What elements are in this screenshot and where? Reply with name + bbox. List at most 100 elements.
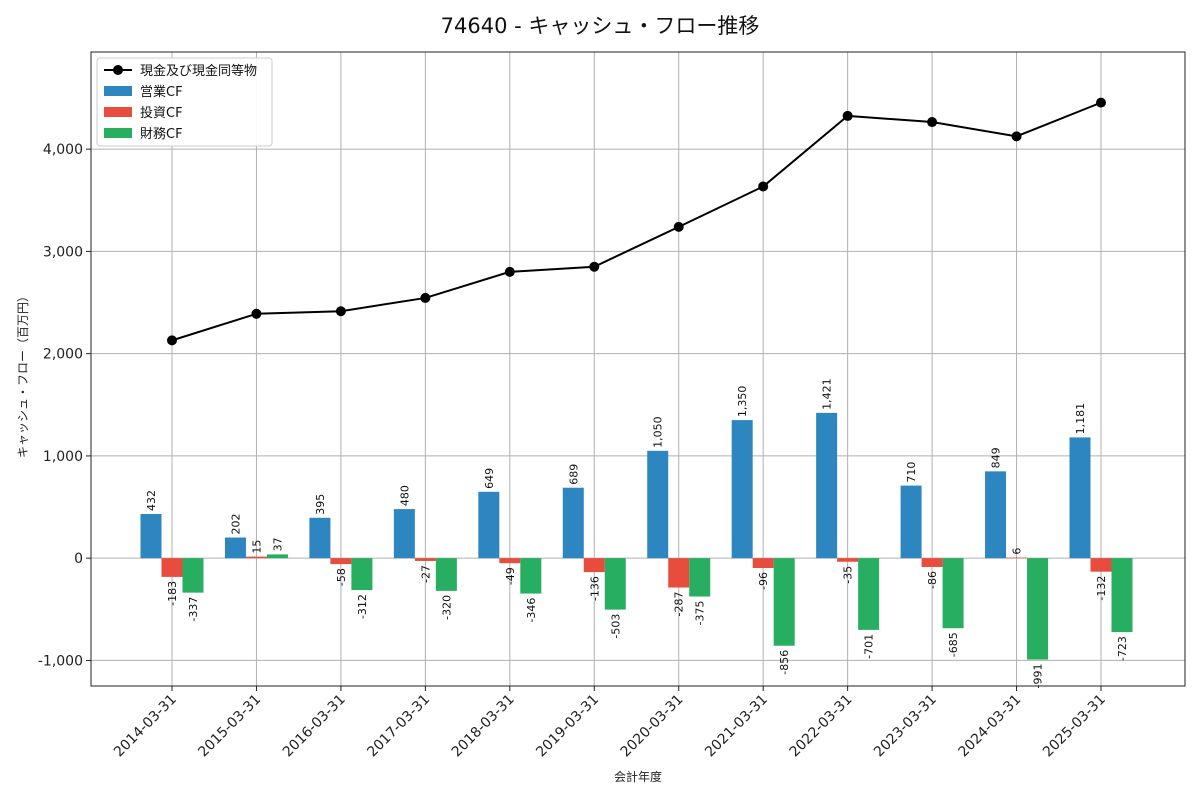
- bar-2: [1111, 558, 1133, 633]
- bars-layer: [140, 412, 1133, 660]
- bar-data-label: -320: [440, 595, 453, 620]
- bar-0: [140, 514, 162, 559]
- cash-point: [1096, 97, 1106, 108]
- bar-2: [266, 554, 288, 559]
- bar-2: [604, 558, 626, 610]
- bar-1: [499, 558, 521, 564]
- bar-2: [351, 558, 373, 591]
- y-tick-label: 4,000: [43, 142, 83, 158]
- bar-data-label: -86: [926, 571, 939, 589]
- bar-1: [245, 556, 267, 559]
- bar-1: [1006, 557, 1028, 559]
- x-tick-label: 2024-03-31: [956, 692, 1025, 761]
- cash-point: [927, 117, 938, 128]
- bar-1: [837, 558, 859, 562]
- cash-point: [335, 306, 346, 317]
- x-tick-label: 2025-03-31: [1040, 692, 1109, 761]
- line-layer: [167, 97, 1106, 346]
- bar-data-label: -346: [525, 598, 538, 623]
- bar-data-label: 432: [145, 490, 158, 511]
- x-tick-label: 2015-03-31: [195, 692, 264, 761]
- x-tick-label: 2016-03-31: [280, 692, 349, 761]
- bar-data-label: 849: [990, 447, 1003, 468]
- y-tick-label: 1,000: [43, 449, 83, 465]
- bar-data-label: 395: [314, 494, 327, 515]
- bar-data-label: -136: [588, 576, 601, 601]
- bar-data-label: 37: [271, 537, 284, 551]
- x-tick-label: 2022-03-31: [787, 692, 856, 761]
- x-tick-label: 2021-03-31: [702, 692, 771, 761]
- bar-data-label: -856: [778, 650, 791, 675]
- legend-label-cash: 現金及び現金同等物: [140, 63, 257, 79]
- bar-data-label: -96: [757, 572, 770, 590]
- bar-0: [562, 487, 584, 559]
- bar-1: [414, 558, 436, 561]
- legend-swatch: [104, 128, 132, 138]
- y-tick-label: 2,000: [43, 347, 83, 363]
- bar-data-label: 1,350: [736, 386, 749, 418]
- bar-data-label: 480: [398, 485, 411, 506]
- cash-line: [171, 101, 1102, 342]
- bar-data-label: -991: [1032, 664, 1045, 689]
- legend-box: [96, 57, 273, 147]
- bar-1: [161, 558, 183, 577]
- bar-0: [224, 537, 246, 559]
- bar-2: [689, 558, 711, 597]
- bar-2: [520, 558, 542, 594]
- bar-data-label: 202: [229, 514, 242, 535]
- bar-data-label: 1,181: [1074, 403, 1087, 435]
- bar-0: [309, 517, 331, 559]
- cash-point: [167, 335, 177, 346]
- bar-data-label: -49: [504, 567, 517, 585]
- bar-1: [1090, 558, 1112, 572]
- plot-frame: [90, 51, 1186, 687]
- bar-0: [393, 509, 415, 559]
- legend-swatch: [104, 107, 132, 117]
- x-tick-label: 2014-03-31: [111, 692, 180, 761]
- y-tick-label: 3,000: [43, 244, 83, 260]
- x-tick-label: 2019-03-31: [533, 692, 602, 761]
- bar-data-label: -312: [356, 594, 369, 619]
- bar-data-label: -35: [842, 566, 855, 584]
- cash-point: [1011, 131, 1022, 142]
- x-tick-label: 2020-03-31: [618, 692, 687, 761]
- bar-0: [478, 491, 500, 559]
- bar-0: [985, 471, 1007, 559]
- bar-1: [921, 558, 943, 567]
- bar-data-label: -375: [694, 601, 707, 626]
- bar-data-label: 6: [1011, 548, 1024, 555]
- bar-1: [583, 558, 605, 573]
- bar-2: [1027, 558, 1049, 660]
- bar-data-label: 1,050: [652, 416, 665, 448]
- cash-point: [504, 266, 515, 277]
- bar-data-label: 649: [483, 468, 496, 489]
- bar-data-label: -685: [947, 632, 960, 657]
- cash-point: [842, 110, 853, 121]
- bar-data-label: -183: [166, 581, 179, 606]
- grid-layer: [91, 52, 1185, 686]
- bar-data-label: -701: [863, 634, 876, 659]
- bar-2: [942, 558, 964, 629]
- y-tick-label: 0: [74, 551, 83, 567]
- x-tick-label: 2017-03-31: [364, 692, 433, 761]
- legend-marker: [113, 65, 123, 75]
- bar-1: [330, 558, 352, 565]
- cash-point: [251, 308, 262, 319]
- bar-data-label: -132: [1095, 576, 1108, 601]
- legend-label: 財務CF: [140, 127, 183, 142]
- y-axis-title: キャッシュ・フロー（百万円）: [16, 290, 30, 458]
- bar-labels-layer: 432 202 395 480 649 689 1,050 1,350 1,421 710 849 1…: [145, 378, 1129, 688]
- chart-title: 74640 - キャッシュ・フロー推移: [441, 14, 760, 38]
- legend-swatch: [104, 86, 132, 96]
- bar-1: [752, 558, 774, 568]
- y-tick-label: -1,000: [38, 653, 83, 669]
- cash-point: [589, 261, 600, 272]
- bar-0: [731, 420, 753, 559]
- bar-data-label: -287: [673, 592, 686, 617]
- bar-2: [182, 558, 204, 593]
- bar-data-label: 689: [567, 464, 580, 485]
